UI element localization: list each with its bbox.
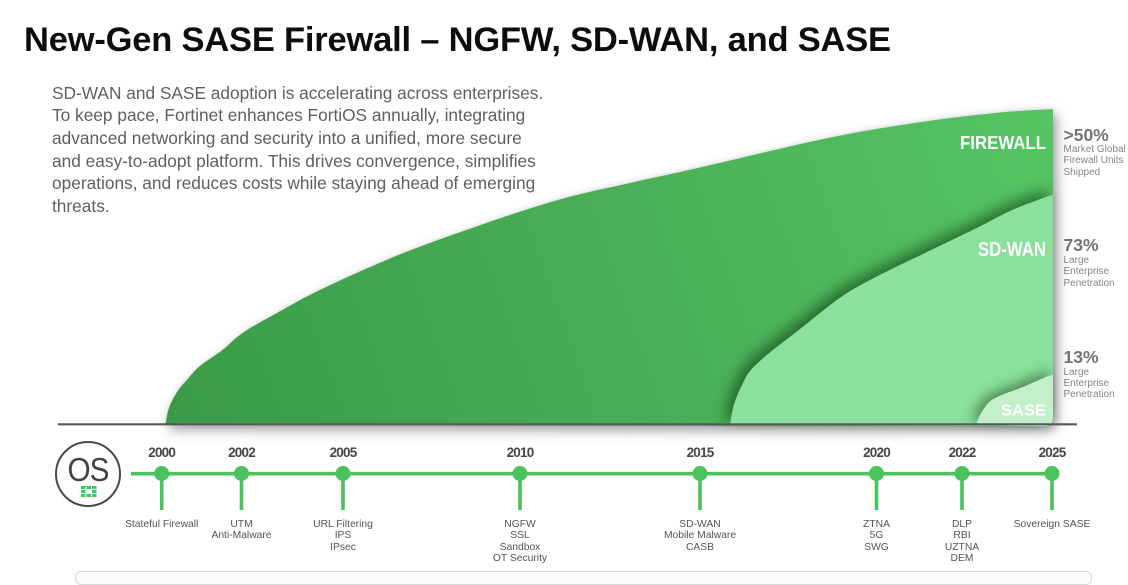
svg-text:SASE: SASE — [1001, 403, 1046, 420]
svg-text:FIREWALL: FIREWALL — [960, 133, 1046, 153]
svg-text:SD-WAN: SD-WAN — [978, 239, 1046, 261]
